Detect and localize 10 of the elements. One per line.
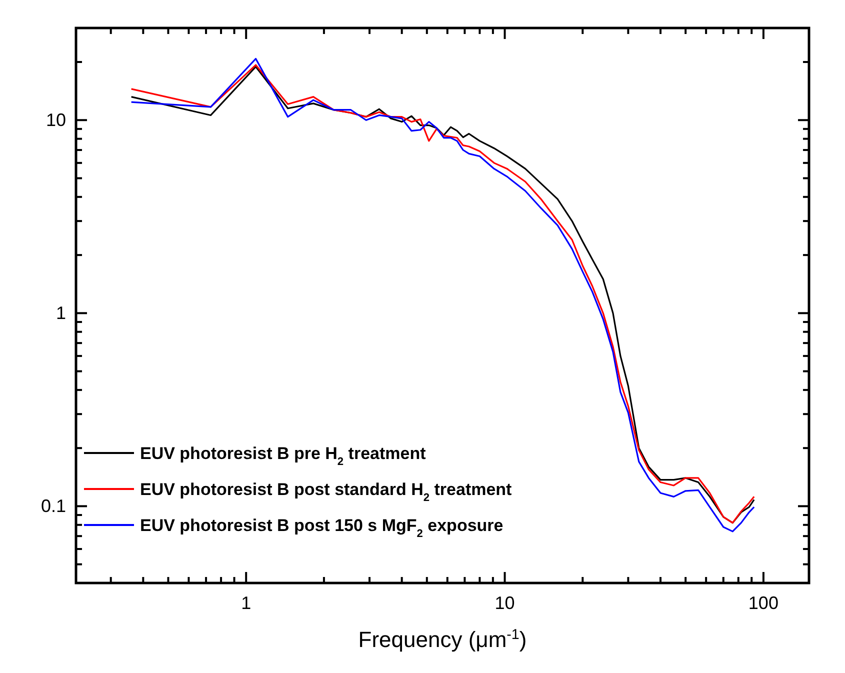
legend-label: EUV photoresist B post 150 s MgF$_{2}$ exposure <box>140 516 504 540</box>
legend-label: EUV photoresist B pre H$_{2}$ treatment <box>140 444 426 468</box>
x-tick-label: 10 <box>494 593 515 613</box>
x-axis-title: Frequency (μm$^{-1}$) <box>358 627 527 652</box>
legend-label: EUV photoresist B post standard H$_{2}$ treatment <box>140 480 512 504</box>
y-tick-label: 1 <box>56 303 66 324</box>
x-tick-label: 100 <box>748 593 778 613</box>
x-tick-label: 1 <box>241 593 252 613</box>
y-tick-label: 0.1 <box>40 496 66 516</box>
y-tick-label: 10 <box>46 110 66 130</box>
